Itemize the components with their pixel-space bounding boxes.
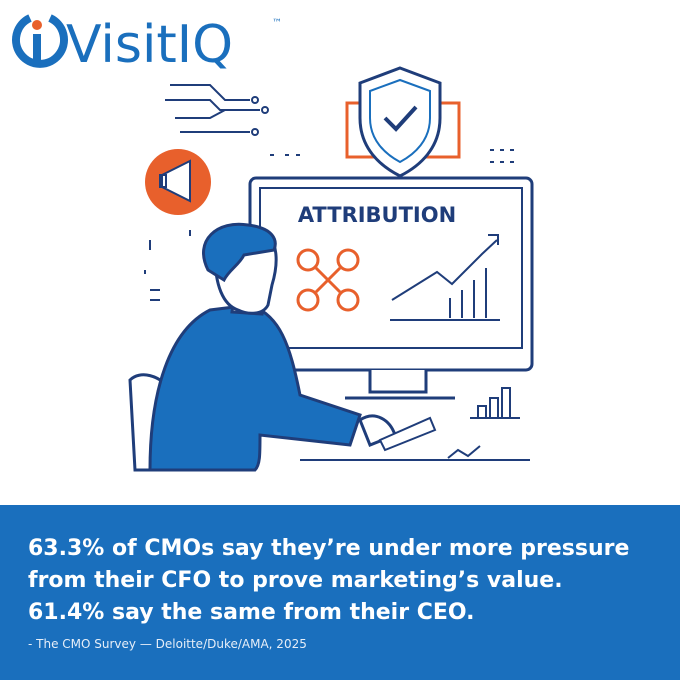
- quote-line: 63.3% of CMOs say they’re under more pre…: [28, 536, 629, 561]
- logo-trademark: ™: [272, 18, 282, 29]
- decoration: [144, 240, 520, 459]
- quote-line: from their CFO to prove marketing’s valu…: [28, 568, 563, 593]
- person: [128, 222, 530, 472]
- logo-name: VisitIQ: [66, 15, 233, 75]
- quote-source: - The CMO Survey — Deloitte/Duke/AMA, 20…: [28, 637, 307, 651]
- shield-icon: [345, 66, 461, 178]
- decoration: [165, 84, 514, 163]
- megaphone-icon: [145, 149, 211, 236]
- quote-band: [0, 505, 680, 680]
- monitor: ATTRIBUTION: [248, 176, 534, 400]
- logo-icon: [32, 20, 42, 30]
- screen-label: ATTRIBUTION: [298, 203, 456, 227]
- logo-icon: [33, 34, 41, 60]
- quote-line: 61.4% say the same from their CEO.: [28, 600, 474, 625]
- logo-icon: [12, 14, 68, 68]
- logo: VisitIQ ™: [12, 14, 282, 75]
